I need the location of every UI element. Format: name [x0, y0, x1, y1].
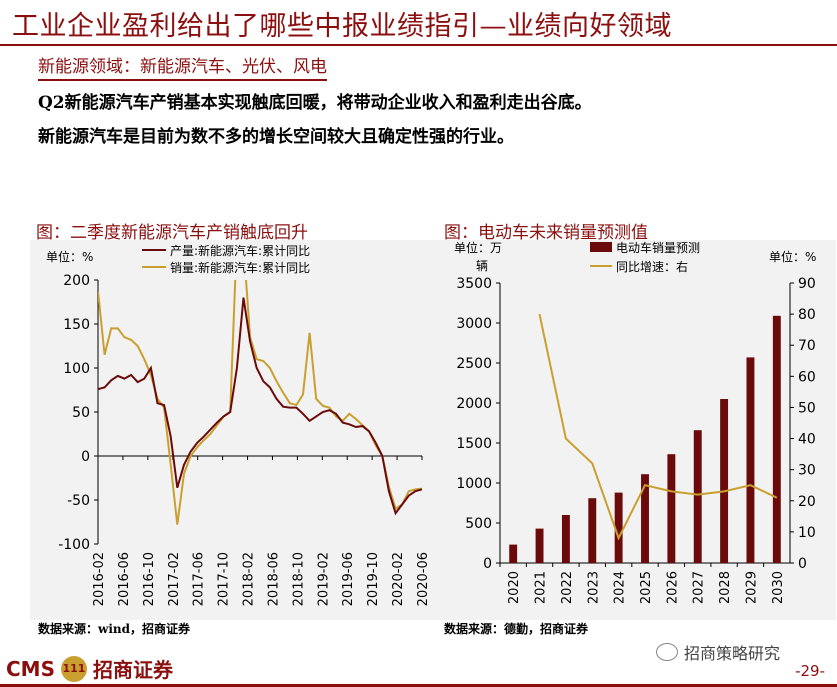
- right-y2-tick-label: 20: [798, 494, 816, 510]
- brand-cn: 招商证券: [92, 658, 173, 682]
- left-x-tick-label: 2018-06: [266, 552, 281, 606]
- left-x-tick-label: 2020-02: [391, 552, 406, 606]
- page-number: -29-: [795, 662, 825, 680]
- right-x-tick-label: 2021: [534, 571, 549, 604]
- right-bar: [588, 498, 597, 563]
- right-x-tick-label: 2026: [665, 571, 680, 604]
- left-chart-source: 数据来源：wind，招商证券: [38, 622, 191, 636]
- right-y-tick-label: 500: [465, 516, 492, 532]
- left-y-tick-label: 100: [63, 361, 90, 377]
- right-bar: [561, 515, 570, 563]
- wechat-icon: [656, 643, 678, 661]
- right-unit-left-1: 单位：万: [454, 240, 502, 255]
- wechat-label: 招商策略研究: [684, 644, 781, 663]
- right-legend-label-bar: 电动车销量预测: [616, 240, 700, 255]
- left-y-tick-label: 150: [63, 317, 90, 333]
- right-growth-line: [538, 313, 778, 541]
- left-x-tick-label: 2020-06: [416, 552, 431, 606]
- left-y-tick-label: -50: [67, 493, 90, 509]
- body-text-2: 新能源汽车是目前为数不多的增长空间较大且确定性强的行业。: [38, 127, 514, 147]
- left-y-tick-label: -100: [58, 537, 90, 553]
- right-y-tick-label: 2000: [456, 396, 492, 412]
- right-chart: 单位：万辆 单位：% 0 500 1000 1500 2000 2500 3000 3500 0 10…: [436, 240, 836, 620]
- right-y2-tick-label: 50: [798, 400, 816, 416]
- right-unit-right: 单位：%: [769, 249, 816, 264]
- left-x-tick-label: 2017-06: [192, 552, 207, 606]
- left-x-tick-label: 2017-02: [167, 552, 182, 606]
- right-y-tick-label: 0: [483, 556, 492, 572]
- left-legend-label-0: 产量:新能源汽车:累计同比: [170, 243, 310, 258]
- left-x-tick-label: 2019-10: [366, 552, 381, 606]
- right-chart-source: 数据来源：德勤，招商证券: [444, 622, 589, 636]
- brand-logo: CMS 111 招商证券: [6, 654, 173, 683]
- right-bar: [720, 399, 729, 563]
- right-x-tick-label: 2022: [560, 571, 575, 604]
- right-x-tick-label: 2030: [771, 571, 786, 604]
- right-y2-tick-label: 60: [798, 369, 816, 385]
- right-y2-tick-label: 80: [798, 307, 816, 323]
- right-bar: [614, 492, 623, 563]
- right-y2-tick-label: 40: [798, 432, 816, 448]
- body-text-1: Q2新能源汽车产销基本实现触底回暖，将带动企业收入和盈利走出谷底。: [38, 93, 592, 113]
- left-chart: 单位：% -100 -50 0 50 100 150 200 2016-02 2016-06 201…: [30, 240, 450, 620]
- right-y2-tick-label: 70: [798, 338, 816, 354]
- right-bar: [535, 528, 544, 563]
- right-y-tick-label: 3500: [456, 276, 492, 292]
- right-chart-background: [436, 240, 836, 620]
- right-unit-left-2: 辆: [476, 259, 488, 273]
- right-bar: [641, 474, 649, 563]
- right-x-tick-label: 2024: [613, 571, 628, 604]
- right-y2-tick-label: 30: [798, 463, 816, 479]
- right-y-tick-label: 1500: [456, 436, 492, 452]
- right-legend-swatch-bar: [590, 242, 612, 252]
- page-title: 工业企业盈利给出了哪些中报业绩指引—业绩向好领域: [12, 11, 672, 42]
- right-x-tick-label: 2027: [692, 571, 707, 604]
- right-y2-tick-label: 0: [798, 556, 807, 572]
- left-x-tick-label: 2019-06: [341, 552, 356, 606]
- left-x-tick-label: 2018-02: [242, 552, 257, 606]
- right-y2-tick-label: 10: [798, 525, 816, 541]
- left-x-tick-label: 2019-02: [316, 552, 331, 606]
- title-divider: [0, 44, 837, 46]
- left-series-line-0: [98, 297, 422, 516]
- brand-cms: CMS: [6, 656, 55, 681]
- right-y-tick-label: 1000: [456, 476, 492, 492]
- left-x-tick-label: 2016-02: [92, 552, 107, 606]
- right-bar: [667, 454, 676, 563]
- left-x-tick-label: 2016-06: [117, 552, 132, 606]
- left-legend-label-1: 销量:新能源汽车:累计同比: [170, 260, 310, 275]
- right-bar: [746, 357, 755, 563]
- right-x-tick-label: 2029: [744, 571, 759, 604]
- right-y2-tick-label: 90: [798, 276, 816, 292]
- right-bar: [693, 430, 702, 563]
- wechat-badge: 招商策略研究: [656, 640, 780, 664]
- right-bar: [509, 544, 518, 563]
- right-x-tick-label: 2025: [639, 571, 654, 604]
- left-y-tick-label: 0: [81, 449, 90, 465]
- right-x-tick-label: 2020: [507, 571, 522, 604]
- left-y-tick-label: 200: [63, 273, 90, 289]
- left-x-tick-label: 2018-10: [291, 552, 306, 606]
- left-x-tick-label: 2016-10: [142, 552, 157, 606]
- left-x-tick-label: 2017-10: [217, 552, 232, 606]
- section-subtitle: 新能源领域：新能源汽车、光伏、风电: [38, 52, 327, 81]
- logo-mark-icon: 111: [60, 655, 87, 682]
- footer-divider: [0, 684, 837, 687]
- right-x-tick-label: 2028: [718, 571, 733, 604]
- right-legend-label-line: 同比增速：右: [616, 259, 688, 274]
- left-chart-title: 图：二季度新能源汽车产销触底回升: [36, 223, 308, 243]
- left-chart-unit: 单位：%: [46, 249, 93, 264]
- right-x-tick-label: 2023: [586, 571, 601, 604]
- left-y-tick-label: 50: [72, 405, 90, 421]
- right-chart-title: 图：电动车未来销量预测值: [444, 223, 648, 243]
- right-bar: [772, 315, 781, 563]
- right-y-tick-label: 3000: [456, 316, 492, 332]
- right-y-tick-label: 2500: [456, 356, 492, 372]
